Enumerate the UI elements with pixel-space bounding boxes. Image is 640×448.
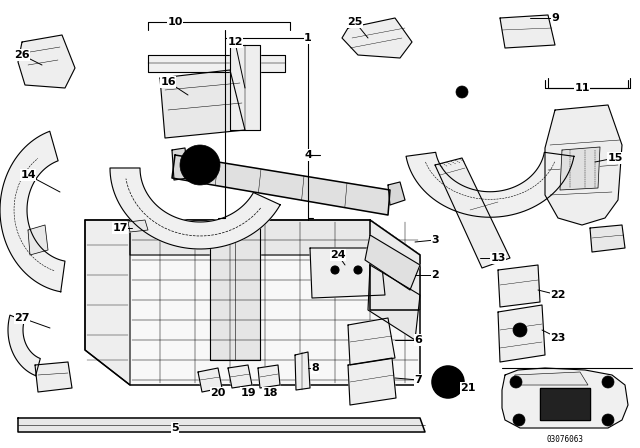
Polygon shape: [560, 147, 600, 190]
Polygon shape: [35, 362, 72, 392]
Text: 14: 14: [20, 170, 36, 180]
Circle shape: [456, 86, 468, 98]
Circle shape: [192, 157, 208, 173]
Circle shape: [510, 376, 522, 388]
Polygon shape: [498, 305, 545, 362]
Text: 27: 27: [14, 313, 29, 323]
Polygon shape: [388, 182, 405, 205]
Circle shape: [459, 89, 465, 95]
Polygon shape: [295, 352, 310, 390]
Polygon shape: [590, 225, 625, 252]
Text: 8: 8: [311, 363, 319, 373]
Polygon shape: [8, 315, 40, 376]
Circle shape: [602, 376, 614, 388]
Polygon shape: [0, 131, 65, 292]
Polygon shape: [545, 105, 622, 225]
Polygon shape: [502, 368, 628, 428]
Polygon shape: [258, 365, 280, 388]
Circle shape: [331, 266, 339, 274]
Polygon shape: [198, 368, 222, 392]
Polygon shape: [406, 152, 574, 217]
Polygon shape: [512, 372, 588, 385]
Text: 13: 13: [490, 253, 506, 263]
Polygon shape: [348, 318, 395, 365]
Circle shape: [432, 366, 464, 398]
Text: 16: 16: [160, 77, 176, 87]
Polygon shape: [500, 15, 555, 48]
Text: 24: 24: [330, 250, 346, 260]
Text: 4: 4: [304, 150, 312, 160]
Polygon shape: [85, 220, 420, 385]
Text: 03076063: 03076063: [547, 435, 584, 444]
Polygon shape: [540, 388, 590, 420]
Polygon shape: [228, 365, 252, 388]
Polygon shape: [110, 168, 280, 249]
Text: 2: 2: [431, 270, 439, 280]
Text: 17: 17: [112, 223, 128, 233]
Text: 6: 6: [414, 335, 422, 345]
Text: 1: 1: [304, 33, 312, 43]
Polygon shape: [85, 220, 130, 385]
Polygon shape: [365, 235, 420, 290]
Polygon shape: [342, 18, 412, 58]
Polygon shape: [18, 418, 425, 432]
Text: 7: 7: [414, 375, 422, 385]
Circle shape: [439, 373, 457, 391]
Text: 9: 9: [551, 13, 559, 23]
Polygon shape: [348, 358, 396, 405]
Circle shape: [513, 414, 525, 426]
Polygon shape: [148, 55, 285, 72]
Circle shape: [180, 145, 220, 185]
Polygon shape: [18, 35, 75, 88]
Circle shape: [354, 266, 362, 274]
Polygon shape: [230, 45, 260, 130]
Text: 5: 5: [171, 423, 179, 433]
Text: 18: 18: [262, 388, 278, 398]
Circle shape: [602, 414, 614, 426]
Polygon shape: [210, 222, 260, 360]
Text: 3: 3: [431, 235, 439, 245]
Text: 21: 21: [460, 383, 476, 393]
Polygon shape: [435, 158, 510, 268]
Polygon shape: [160, 70, 245, 138]
Text: 23: 23: [550, 333, 566, 343]
Text: 12: 12: [227, 37, 243, 47]
Polygon shape: [370, 220, 420, 310]
Polygon shape: [28, 225, 48, 255]
Text: 19: 19: [240, 388, 256, 398]
Text: 26: 26: [14, 50, 30, 60]
Text: 20: 20: [211, 388, 226, 398]
Polygon shape: [172, 148, 188, 180]
Text: 22: 22: [550, 290, 566, 300]
Text: 11: 11: [574, 83, 589, 93]
Circle shape: [513, 323, 527, 337]
Polygon shape: [130, 220, 420, 255]
Polygon shape: [498, 265, 540, 307]
Text: 10: 10: [167, 17, 182, 27]
Circle shape: [444, 378, 452, 386]
Text: 25: 25: [348, 17, 363, 27]
Polygon shape: [310, 248, 385, 298]
Polygon shape: [128, 220, 148, 232]
Text: 15: 15: [607, 153, 623, 163]
Polygon shape: [172, 155, 390, 215]
Polygon shape: [368, 265, 420, 340]
